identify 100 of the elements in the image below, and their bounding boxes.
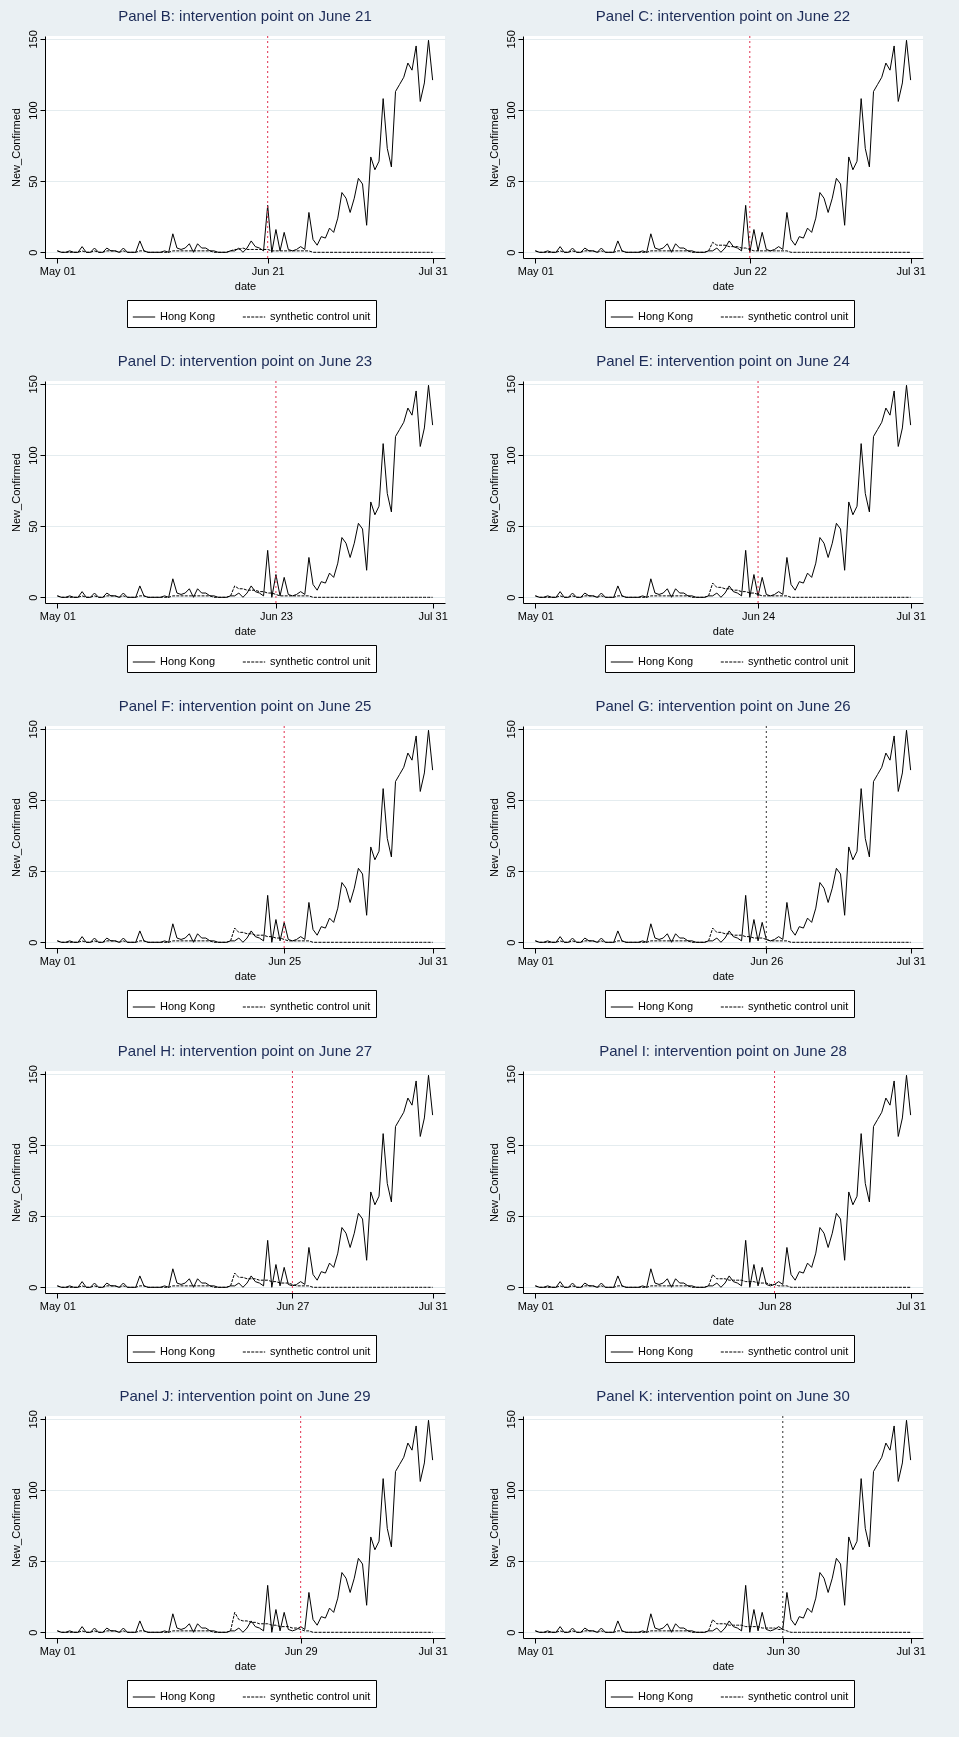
chart-title: Panel J: intervention point on June 29 — [119, 1386, 371, 1404]
x-tick-label: Jul 31 — [418, 1299, 448, 1312]
legend-label: synthetic control unit — [748, 1000, 849, 1012]
legend-label: Hong Kong — [160, 655, 216, 667]
legend-label: Hong Kong — [638, 655, 694, 667]
y-tick-label: 0 — [504, 249, 517, 256]
x-tick-label: Jul 31 — [418, 609, 448, 622]
x-tick-label: May 01 — [517, 1299, 554, 1312]
x-tick-label: May 01 — [39, 1644, 76, 1657]
y-tick-label: 150 — [504, 30, 517, 49]
legend-label: Hong Kong — [160, 310, 216, 322]
y-axis-title: New_Confirmed — [9, 798, 22, 877]
chart-title: Panel E: intervention point on June 24 — [596, 351, 850, 369]
y-tick-label: 150 — [504, 1410, 517, 1429]
y-tick-label: 0 — [26, 249, 39, 256]
chart-title: Panel I: intervention point on June 28 — [599, 1041, 847, 1059]
legend-label: Hong Kong — [160, 1690, 216, 1702]
legend-label: synthetic control unit — [748, 655, 849, 667]
legend-label: Hong Kong — [638, 1690, 694, 1702]
y-tick-label: 100 — [26, 1481, 39, 1500]
y-axis-title: New_Confirmed — [487, 1488, 500, 1567]
x-tick-label: May 01 — [39, 264, 76, 277]
y-axis-title: New_Confirmed — [487, 453, 500, 532]
x-tick-label: May 01 — [517, 954, 554, 967]
y-tick-label: 50 — [504, 520, 517, 533]
y-axis-title: New_Confirmed — [487, 798, 500, 877]
x-tick-label: Jun 30 — [766, 1644, 800, 1657]
legend-label: Hong Kong — [160, 1345, 216, 1357]
chart-title: Panel G: intervention point on June 26 — [595, 696, 851, 714]
legend-label: synthetic control unit — [270, 310, 371, 322]
y-axis-title: New_Confirmed — [487, 108, 500, 187]
x-tick-label: May 01 — [517, 609, 554, 622]
chart-title: Panel H: intervention point on June 27 — [117, 1041, 373, 1059]
x-axis-title: date — [712, 624, 735, 637]
y-tick-label: 150 — [26, 375, 39, 394]
x-tick-label: Jun 21 — [251, 264, 285, 277]
x-tick-label: Jun 28 — [758, 1299, 792, 1312]
x-tick-label: Jun 23 — [259, 609, 293, 622]
y-tick-label: 50 — [26, 175, 39, 188]
y-tick-label: 150 — [26, 1410, 39, 1429]
x-axis-title: date — [234, 1659, 257, 1672]
x-tick-label: Jun 27 — [276, 1299, 310, 1312]
y-tick-label: 0 — [504, 1629, 517, 1636]
y-tick-label: 150 — [26, 720, 39, 739]
y-tick-label: 100 — [26, 446, 39, 465]
y-tick-label: 50 — [26, 520, 39, 533]
x-axis-title: date — [712, 969, 735, 982]
y-tick-label: 0 — [504, 939, 517, 946]
y-tick-label: 50 — [504, 865, 517, 878]
x-tick-label: Jun 24 — [742, 609, 776, 622]
x-tick-label: Jun 25 — [268, 954, 302, 967]
x-tick-label: May 01 — [517, 264, 554, 277]
legend-label: Hong Kong — [638, 310, 694, 322]
x-tick-label: Jul 31 — [896, 609, 926, 622]
y-tick-label: 0 — [26, 939, 39, 946]
legend-label: Hong Kong — [638, 1000, 694, 1012]
x-axis-title: date — [234, 624, 257, 637]
x-axis-title: date — [712, 1659, 735, 1672]
legend-label: synthetic control unit — [270, 655, 371, 667]
y-tick-label: 0 — [504, 1284, 517, 1291]
chart-title: Panel D: intervention point on June 23 — [117, 351, 373, 369]
x-tick-label: Jul 31 — [896, 954, 926, 967]
y-tick-label: 0 — [26, 594, 39, 601]
y-tick-label: 150 — [504, 1065, 517, 1084]
y-tick-label: 50 — [26, 865, 39, 878]
y-tick-label: 150 — [26, 30, 39, 49]
chart-title: Panel F: intervention point on June 25 — [118, 696, 372, 714]
y-tick-label: 50 — [504, 1555, 517, 1568]
legend-label: Hong Kong — [160, 1000, 216, 1012]
y-tick-label: 100 — [26, 791, 39, 810]
x-tick-label: Jul 31 — [418, 1644, 448, 1657]
x-tick-label: Jul 31 — [896, 1644, 926, 1657]
y-tick-label: 50 — [26, 1555, 39, 1568]
legend-label: synthetic control unit — [748, 1690, 849, 1702]
x-tick-label: Jun 26 — [750, 954, 784, 967]
x-tick-label: Jul 31 — [418, 264, 448, 277]
x-tick-label: Jun 22 — [733, 264, 767, 277]
x-axis-title: date — [234, 969, 257, 982]
x-axis-title: date — [234, 1314, 257, 1327]
legend-label: Hong Kong — [638, 1345, 694, 1357]
x-tick-label: May 01 — [39, 954, 76, 967]
y-tick-label: 100 — [504, 1136, 517, 1155]
y-axis-title: New_Confirmed — [9, 1488, 22, 1567]
y-tick-label: 50 — [504, 1210, 517, 1223]
x-tick-label: May 01 — [39, 609, 76, 622]
x-axis-title: date — [712, 1314, 735, 1327]
y-tick-label: 100 — [504, 101, 517, 120]
x-tick-label: May 01 — [517, 1644, 554, 1657]
y-tick-label: 150 — [504, 720, 517, 739]
x-tick-label: Jul 31 — [896, 264, 926, 277]
legend-label: synthetic control unit — [270, 1690, 371, 1702]
y-tick-label: 100 — [504, 446, 517, 465]
y-tick-label: 100 — [504, 1481, 517, 1500]
y-tick-label: 0 — [504, 594, 517, 601]
y-tick-label: 150 — [504, 375, 517, 394]
chart-title: Panel C: intervention point on June 22 — [595, 6, 851, 24]
y-tick-label: 50 — [504, 175, 517, 188]
y-tick-label: 150 — [26, 1065, 39, 1084]
y-tick-label: 100 — [26, 101, 39, 120]
x-axis-title: date — [712, 279, 735, 292]
